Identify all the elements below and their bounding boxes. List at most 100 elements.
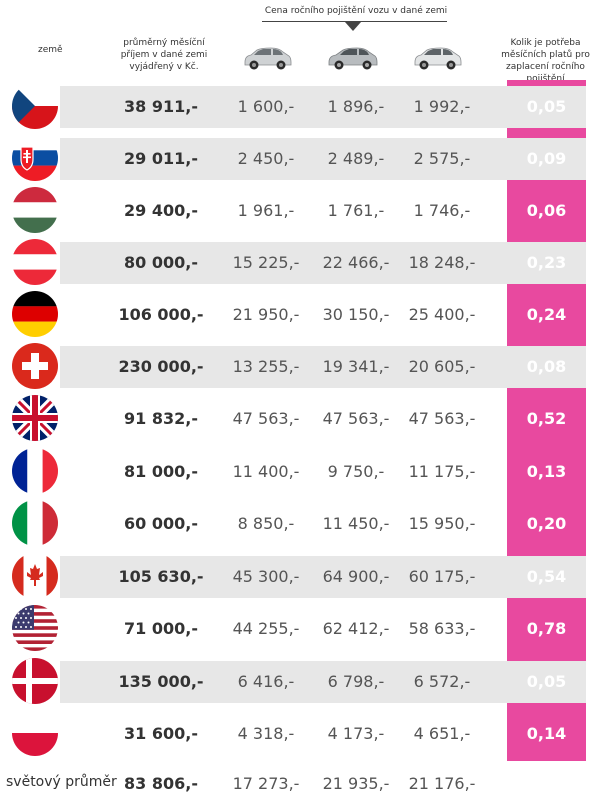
- ratio-value: 0,20: [526, 514, 567, 533]
- price-car-3: 1 992,-: [413, 97, 471, 116]
- header-divider: [262, 21, 447, 22]
- price-car-1: 1 961,-: [237, 201, 295, 220]
- price-car-2: 30 150,-: [322, 305, 390, 324]
- ratio-value: 0,08: [526, 357, 567, 376]
- row-band: [60, 138, 586, 180]
- table-row: 105 630,- 45 300,- 64 900,- 60 175,- 0,5…: [0, 553, 597, 599]
- price-car-2: 64 900,-: [322, 567, 390, 586]
- header-country: země: [38, 45, 63, 55]
- price-car-3: 20 605,-: [408, 357, 476, 376]
- table-row: 81 000,- 11 400,- 9 750,- 11 175,- 0,13: [0, 448, 597, 494]
- income-value: 230 000,-: [118, 357, 204, 376]
- price-car-1: 47 563,-: [232, 409, 300, 428]
- ratio-value: 0,54: [526, 567, 567, 586]
- average-price-car-2: 21 935,-: [322, 774, 390, 793]
- table-row: 106 000,- 21 950,- 30 150,- 25 400,- 0,2…: [0, 291, 597, 337]
- price-car-2: 6 798,-: [327, 672, 385, 691]
- table-row: 29 011,- 2 450,- 2 489,- 2 575,- 0,09: [0, 135, 597, 181]
- price-car-3: 2 575,-: [413, 149, 471, 168]
- table-row: 135 000,- 6 416,- 6 798,- 6 572,- 0,05: [0, 658, 597, 704]
- price-car-1: 2 450,-: [237, 149, 295, 168]
- price-car-2: 2 489,-: [327, 149, 385, 168]
- price-car-2: 4 173,-: [327, 724, 385, 743]
- price-car-2: 9 750,-: [327, 462, 385, 481]
- average-row: 83 806,- 17 273,- 21 935,- 21 176,-: [0, 763, 597, 805]
- income-value: 106 000,-: [118, 305, 204, 324]
- price-car-3: 18 248,-: [408, 253, 476, 272]
- price-car-3: 58 633,-: [408, 619, 476, 638]
- usa-flag-icon: [12, 605, 58, 651]
- price-car-1: 1 600,-: [237, 97, 295, 116]
- row-band: [60, 661, 586, 703]
- average-label: světový průměr: [6, 774, 117, 790]
- income-value: 135 000,-: [118, 672, 204, 691]
- table-row: 60 000,- 8 850,- 11 450,- 15 950,- 0,20: [0, 500, 597, 546]
- hatchback-car-icon: [244, 47, 292, 70]
- sedan-car-icon: [328, 47, 378, 70]
- price-car-1: 15 225,-: [232, 253, 300, 272]
- ratio-value: 0,78: [526, 619, 567, 638]
- price-car-1: 4 318,-: [237, 724, 295, 743]
- price-car-3: 1 746,-: [413, 201, 471, 220]
- ratio-value: 0,09: [526, 149, 567, 168]
- income-value: 31 600,-: [124, 724, 198, 743]
- average-price-car-1: 17 273,-: [232, 774, 300, 793]
- table-row: 38 911,- 1 600,- 1 896,- 1 992,- 0,05: [0, 83, 597, 129]
- austria-flag-icon: [12, 239, 58, 285]
- uk-flag-icon: [12, 395, 58, 441]
- price-car-1: 45 300,-: [232, 567, 300, 586]
- income-value: 60 000,-: [124, 514, 198, 533]
- denmark-flag-icon: [12, 658, 58, 704]
- switzerland-flag-icon: [12, 343, 58, 389]
- price-car-1: 6 416,-: [237, 672, 295, 691]
- ratio-value: 0,13: [526, 462, 567, 481]
- ratio-value: 0,23: [526, 253, 567, 272]
- price-car-3: 25 400,-: [408, 305, 476, 324]
- income-value: 29 400,-: [124, 201, 198, 220]
- income-value: 80 000,-: [124, 253, 198, 272]
- average-price-car-3: 21 176,-: [408, 774, 476, 793]
- price-car-3: 4 651,-: [413, 724, 471, 743]
- ratio-value: 0,06: [526, 201, 567, 220]
- slovakia-flag-icon: [12, 135, 58, 181]
- income-value: 29 011,-: [124, 149, 198, 168]
- price-car-2: 22 466,-: [322, 253, 390, 272]
- row-band: [60, 242, 586, 284]
- germany-flag-icon: [12, 291, 58, 337]
- row-band: [60, 86, 586, 128]
- income-value: 71 000,-: [124, 619, 198, 638]
- price-car-2: 1 896,-: [327, 97, 385, 116]
- price-car-1: 44 255,-: [232, 619, 300, 638]
- czech-flag-icon: [12, 83, 58, 129]
- ratio-column: [507, 80, 586, 761]
- ratio-value: 0,05: [526, 672, 567, 691]
- row-band: [60, 346, 586, 388]
- ratio-value: 0,52: [526, 409, 567, 428]
- price-car-3: 6 572,-: [413, 672, 471, 691]
- ratio-value: 0,24: [526, 305, 567, 324]
- price-car-3: 47 563,-: [408, 409, 476, 428]
- price-car-1: 8 850,-: [237, 514, 295, 533]
- price-car-1: 11 400,-: [232, 462, 300, 481]
- header-income: průměrný měsíční příjem v dané zemi vyjá…: [120, 38, 208, 72]
- hungary-flag-icon: [12, 187, 58, 233]
- price-car-1: 21 950,-: [232, 305, 300, 324]
- header-price-title: Cena ročního pojištění vozu v dané zemi: [264, 6, 448, 16]
- header-ratio: Kolik je potřeba měsíčních platů pro zap…: [501, 38, 590, 84]
- header-arrow-icon: [345, 22, 361, 31]
- france-flag-icon: [12, 448, 58, 494]
- canada-flag-icon: [12, 553, 58, 599]
- table-row: 91 832,- 47 563,- 47 563,- 47 563,- 0,52: [0, 395, 597, 441]
- table-row: 71 000,- 44 255,- 62 412,- 58 633,- 0,78: [0, 605, 597, 651]
- price-car-1: 13 255,-: [232, 357, 300, 376]
- price-car-2: 1 761,-: [327, 201, 385, 220]
- price-car-3: 11 175,-: [408, 462, 476, 481]
- price-car-2: 47 563,-: [322, 409, 390, 428]
- row-band: [60, 556, 586, 598]
- table-row: 230 000,- 13 255,- 19 341,- 20 605,- 0,0…: [0, 343, 597, 389]
- ratio-value: 0,05: [526, 97, 567, 116]
- income-value: 81 000,-: [124, 462, 198, 481]
- average-income: 83 806,-: [124, 774, 198, 793]
- price-car-2: 19 341,-: [322, 357, 390, 376]
- poland-flag-icon: [12, 710, 58, 756]
